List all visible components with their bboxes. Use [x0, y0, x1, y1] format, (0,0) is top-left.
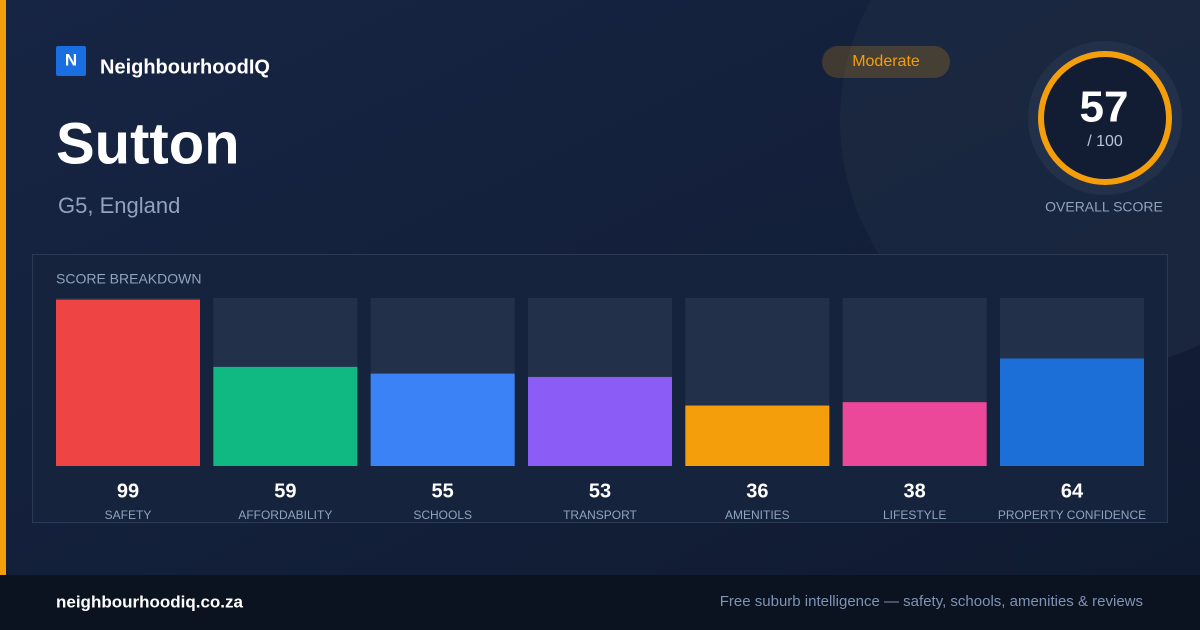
value-label: 99: [117, 480, 139, 502]
category-label: AFFORDABILITY: [238, 508, 332, 522]
bar: [1000, 358, 1144, 466]
category-label: AMENITIES: [725, 508, 790, 522]
bars: 99 SAFETY 59 AFFORDABILITY 55 SCHOOLS 53 TRANSP…: [56, 298, 1146, 522]
bar: [370, 373, 515, 466]
footer-bar: [0, 575, 1200, 630]
value-label: 59: [274, 480, 296, 502]
value-label: 36: [746, 480, 768, 502]
category-label: PROPERTY CONFIDENCE: [998, 508, 1146, 522]
category-label: LIFESTYLE: [883, 508, 946, 522]
logo-letter: N: [65, 50, 77, 69]
footer-tagline: Free suburb intelligence — safety, schoo…: [720, 593, 1143, 610]
score-ring: [1038, 51, 1172, 185]
category-label: TRANSPORT: [563, 508, 637, 522]
overall-max: / 100: [1087, 133, 1123, 150]
value-label: 53: [589, 480, 611, 502]
value-label: 38: [904, 480, 926, 502]
chart-title: SCORE BREAKDOWN: [56, 271, 201, 287]
bar: [685, 405, 830, 466]
bar: [528, 376, 672, 466]
bar: [842, 402, 987, 466]
bar: [213, 366, 358, 466]
category-label: SAFETY: [105, 508, 152, 522]
place-title: Sutton: [56, 111, 240, 176]
badge: [822, 46, 950, 78]
badge-text: Moderate: [852, 53, 920, 70]
brand: NeighbourhoodIQ: [100, 56, 270, 78]
category-label: SCHOOLS: [413, 508, 472, 522]
accent-stripe: [0, 0, 6, 575]
footer-site: neighbourhoodiq.co.za: [56, 592, 244, 611]
value-label: 64: [1061, 480, 1084, 502]
overall-label: OVERALL SCORE: [1045, 199, 1163, 215]
location: G5, England: [58, 193, 180, 218]
bar: [56, 299, 200, 466]
overall-score: 57: [1080, 83, 1129, 132]
value-label: 55: [432, 480, 454, 502]
logo: [56, 46, 86, 76]
